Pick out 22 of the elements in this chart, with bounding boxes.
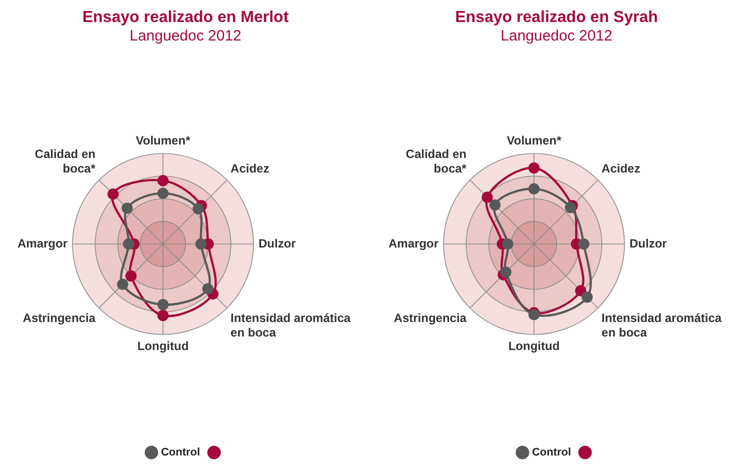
spoke-label: Dulzor xyxy=(258,236,296,250)
spoke-label: Astringencia xyxy=(22,311,96,326)
spoke-label: Longitud xyxy=(137,339,189,354)
chart-subtitle: Languedoc 2012 xyxy=(130,27,242,44)
spoke-label: Calidad en boca* xyxy=(406,147,467,176)
legend-label: Control xyxy=(532,446,572,459)
chart-title: Ensayo realizado en Syrah xyxy=(455,9,658,26)
spoke-label: Volumen* xyxy=(506,134,562,148)
spoke-label: Longitud xyxy=(508,339,560,354)
spoke-label: Amargor xyxy=(388,236,439,250)
legend-label: Control xyxy=(160,446,200,459)
spoke-label: Dulzor xyxy=(630,236,668,250)
spoke-label: Acidez xyxy=(230,162,270,176)
spoke-label: Calidad en boca* xyxy=(34,147,96,176)
chart-title: Ensayo realizado en Merlot xyxy=(82,9,290,26)
spoke-label: Astringencia xyxy=(394,311,467,326)
chart-subtitle: Languedoc 2012 xyxy=(500,27,612,44)
spoke-label: Acidez xyxy=(602,162,640,176)
spoke-label: Amargor xyxy=(17,236,68,250)
spoke-label: Intensidad aromática en boca xyxy=(230,311,351,340)
spoke-label: Intensidad aromática en boca xyxy=(602,311,722,340)
spoke-label: Volumen* xyxy=(136,134,191,148)
